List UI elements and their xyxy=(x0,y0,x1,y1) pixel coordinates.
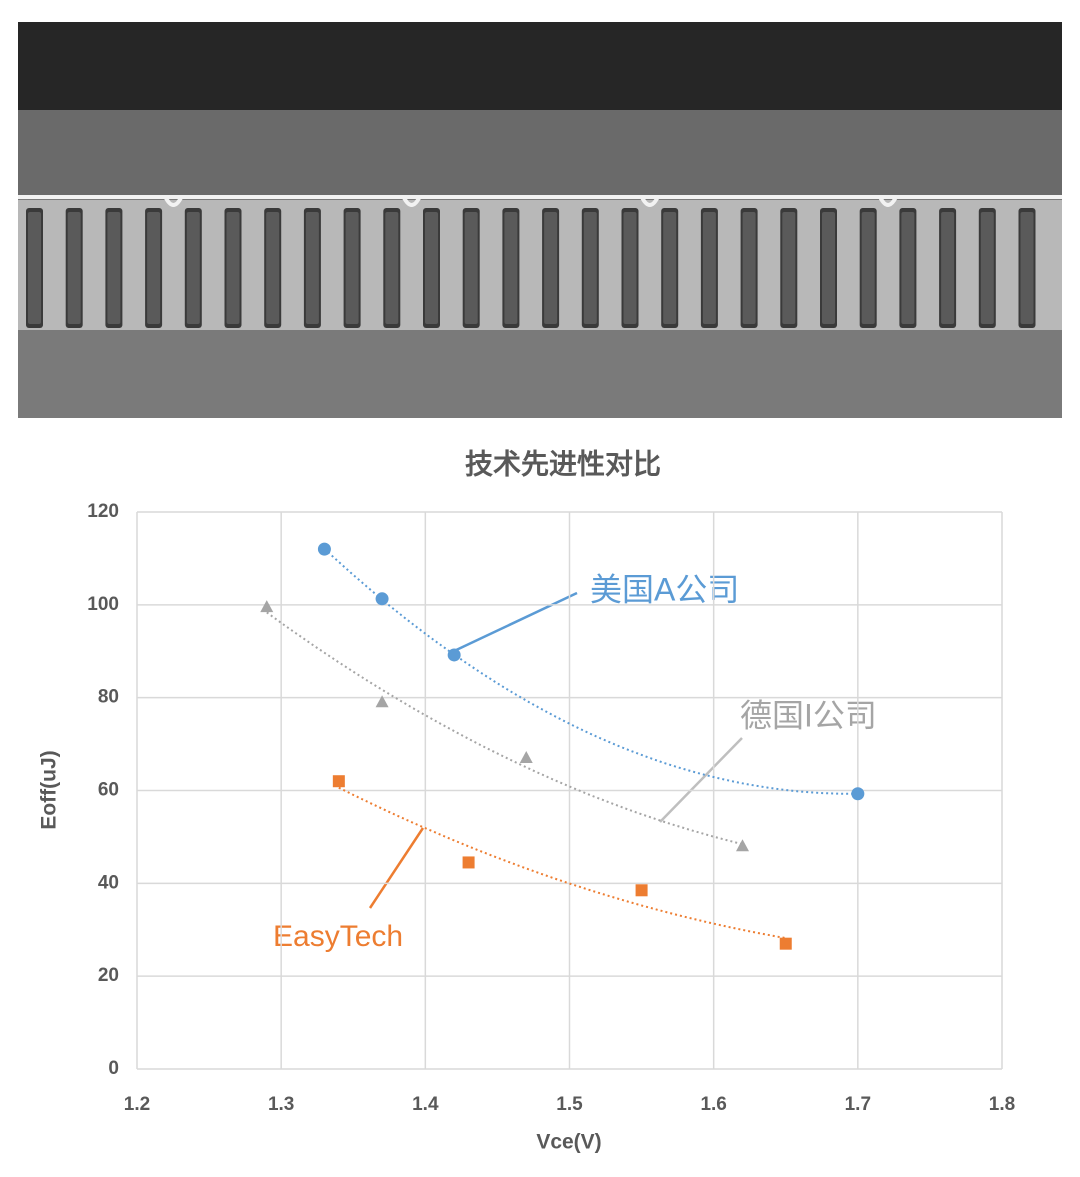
point xyxy=(332,775,345,788)
photo-dark-band xyxy=(18,22,1062,110)
point xyxy=(260,600,274,613)
photo-trench-fill xyxy=(702,212,716,324)
x-tick-label: 1.4 xyxy=(412,1094,439,1115)
photo-trench-fill xyxy=(901,212,915,324)
y-tick-label: 0 xyxy=(108,1058,119,1079)
trendline xyxy=(266,611,743,846)
photo-trench-fill xyxy=(345,212,359,324)
photo-notch xyxy=(163,196,184,207)
y-tick-label: 100 xyxy=(87,594,119,615)
series-label: EasyTech xyxy=(273,920,403,953)
photo-trench-fill xyxy=(464,212,478,324)
point xyxy=(317,542,331,556)
photo-trench-fill xyxy=(1020,212,1034,324)
photo-notch xyxy=(401,196,422,207)
point xyxy=(779,937,792,950)
point xyxy=(375,592,389,606)
chart-title: 技术先进性对比 xyxy=(465,448,661,479)
point xyxy=(736,839,749,852)
y-tick-label: 40 xyxy=(98,872,119,893)
y-axis-title: Eoff(uJ) xyxy=(38,750,61,829)
photo-trench-fill xyxy=(147,212,161,324)
photo-trench-fill xyxy=(226,212,240,324)
photo-trench-fill xyxy=(266,212,280,324)
photo-texture-band xyxy=(18,110,1062,195)
photo-trench-fill xyxy=(504,212,518,324)
photo-notch xyxy=(640,196,660,207)
photo-trench-fill xyxy=(385,212,399,324)
y-tick-label: 120 xyxy=(87,501,119,522)
x-axis-title: Vce(V) xyxy=(536,1131,601,1154)
photo-trench-fill xyxy=(623,212,637,324)
point xyxy=(635,884,648,897)
photo-trench-fill xyxy=(67,212,81,324)
photo-trench-fill xyxy=(742,212,756,324)
leader-line xyxy=(659,737,743,823)
y-tick-label: 20 xyxy=(98,965,119,986)
x-tick-label: 1.7 xyxy=(845,1094,871,1115)
x-tick-label: 1.6 xyxy=(700,1094,726,1115)
point xyxy=(447,648,461,662)
series-label: 德国I公司 xyxy=(740,697,877,733)
photo-trench-fill xyxy=(107,212,121,324)
photo-trench-fill xyxy=(663,212,677,324)
photo-trench-fill xyxy=(305,212,319,324)
leader-line xyxy=(451,591,578,654)
point xyxy=(519,751,533,764)
y-tick-label: 60 xyxy=(98,780,119,801)
point xyxy=(851,787,865,801)
y-tick-label: 80 xyxy=(98,687,119,708)
x-tick-label: 1.3 xyxy=(268,1094,294,1115)
point xyxy=(462,856,475,869)
x-tick-label: 1.2 xyxy=(124,1094,150,1115)
x-tick-label: 1.8 xyxy=(989,1094,1015,1115)
photo-trench-fill xyxy=(861,212,875,324)
trendline xyxy=(323,548,858,795)
photo-trench-fill xyxy=(425,212,438,324)
point xyxy=(375,695,389,708)
photo-trench-fill xyxy=(28,212,41,324)
series-label: 美国A公司 xyxy=(590,571,739,607)
x-tick-label: 1.5 xyxy=(556,1094,583,1115)
leader-line xyxy=(368,827,425,909)
trendline xyxy=(338,786,786,940)
sem-photo xyxy=(18,22,1062,418)
photo-trench-fill xyxy=(941,212,955,324)
photo-notch xyxy=(878,196,898,207)
photo-trench-fill xyxy=(782,212,796,324)
photo-trench-fill xyxy=(980,212,994,324)
photo-trench-fill xyxy=(186,212,200,324)
photo-trench-fill xyxy=(822,212,835,324)
photo-trench-fill xyxy=(583,212,597,324)
photo-trench-fill xyxy=(544,212,558,324)
